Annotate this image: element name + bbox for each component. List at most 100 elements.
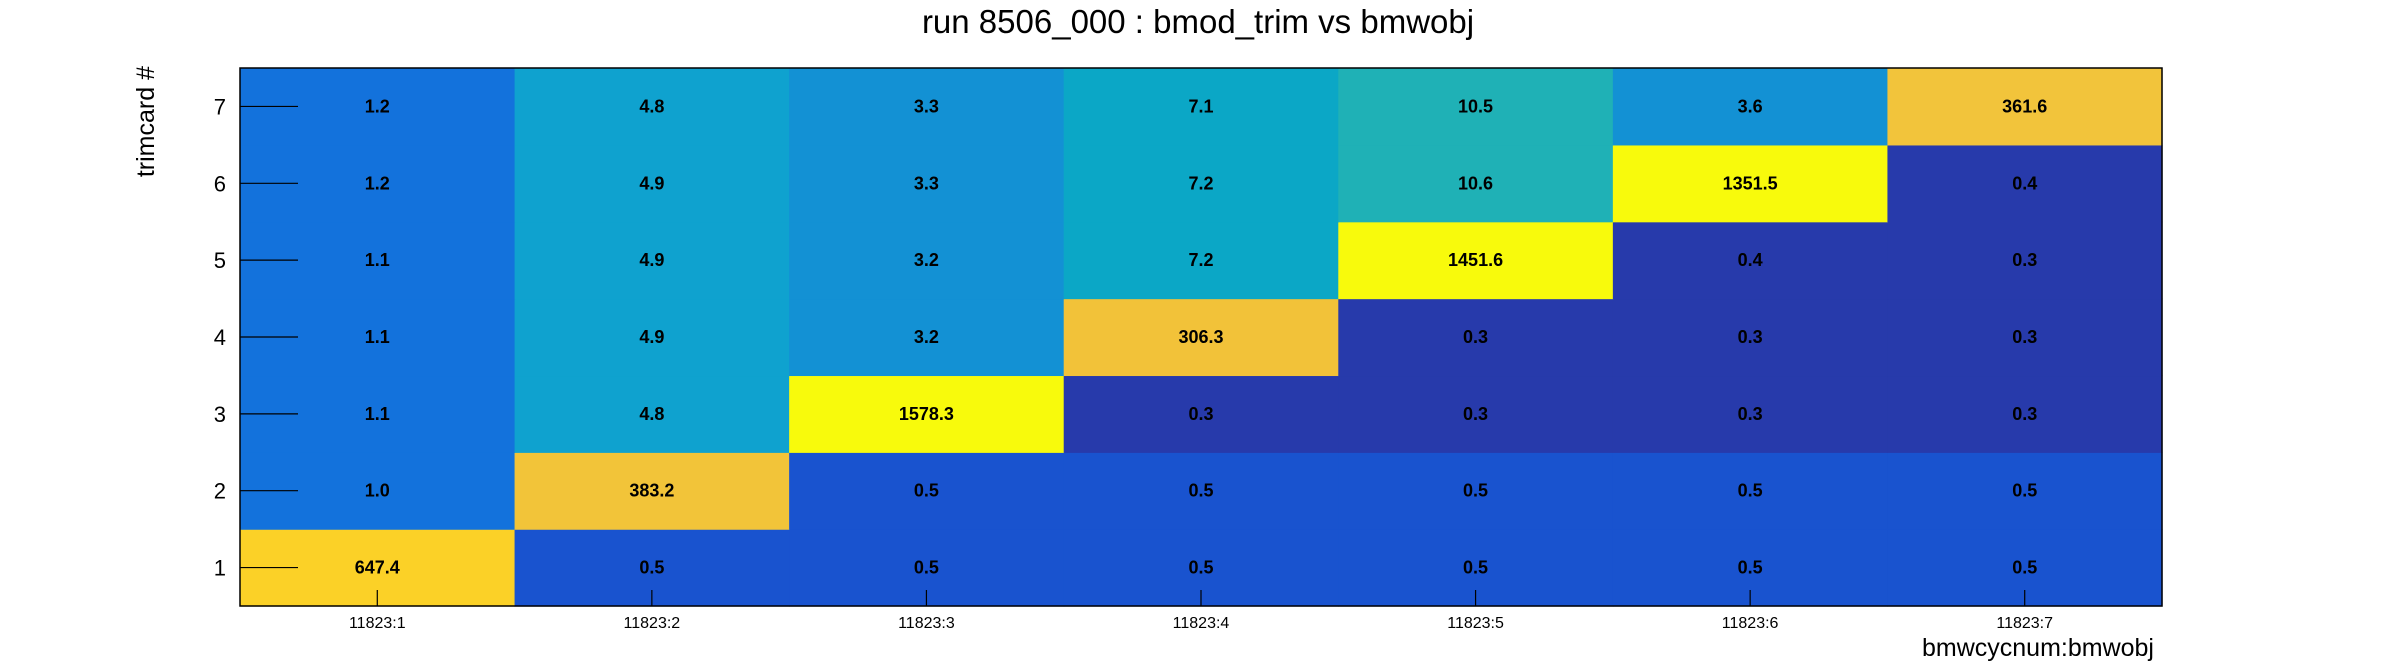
cell-value-label: 0.5	[1463, 558, 1488, 578]
heatmap-cell	[1338, 144, 1614, 223]
cell-value-label: 0.5	[1188, 481, 1213, 501]
heatmap-cell	[1612, 68, 1889, 146]
heatmap-cell	[1338, 68, 1614, 146]
cell-value-label: 0.5	[1188, 558, 1213, 578]
heatmap-cell	[1612, 144, 1889, 223]
cell-value-label: 4.9	[639, 173, 664, 193]
x-tick-label: 11823:6	[1722, 615, 1779, 632]
heatmap-cell	[789, 298, 1065, 377]
x-tick-label: 11823:5	[1447, 615, 1504, 632]
cell-value-label: 0.3	[1738, 327, 1763, 347]
cell-value-label: 10.5	[1458, 96, 1493, 116]
cell-value-label: 0.5	[1463, 481, 1488, 501]
cell-value-label: 0.5	[639, 558, 664, 578]
heatmap-cell	[1887, 68, 2163, 146]
heatmap-cell	[1338, 298, 1614, 377]
cell-value-label: 4.8	[639, 96, 664, 116]
heatmap-cell	[514, 375, 790, 453]
axis-ticks: 1 2 3 4 5 6 7 11823:1 11823:2 11823:3 11823:4 11823…	[214, 94, 2053, 632]
cell-value-label: 0.5	[1738, 481, 1763, 501]
heatmap-cell	[1063, 68, 1339, 146]
y-tick-label: 3	[214, 402, 226, 427]
heatmap-cell	[1063, 144, 1339, 223]
heatmap-cell	[514, 144, 790, 223]
heatmap-cell	[1887, 375, 2163, 453]
cell-value-label: 1451.6	[1448, 250, 1503, 270]
heatmap-cell	[514, 298, 790, 377]
cell-value-label: 0.5	[914, 481, 939, 501]
heatmap-cell	[1887, 144, 2163, 223]
cell-value-label: 0.5	[2012, 558, 2037, 578]
cell-value-label: 361.6	[2002, 96, 2047, 116]
cell-value-label: 3.3	[914, 173, 939, 193]
cell-value-label: 3.6	[1738, 96, 1763, 116]
cell-value-label: 0.3	[2012, 327, 2037, 347]
heatmap-cell	[1338, 375, 1614, 453]
cell-value-label: 4.8	[639, 404, 664, 424]
cell-value-label: 0.5	[1738, 558, 1763, 578]
cell-value-label: 7.2	[1188, 173, 1213, 193]
cell-value-label: 0.3	[1188, 404, 1213, 424]
heatmap-cell	[789, 375, 1065, 453]
y-tick-label: 2	[214, 479, 226, 504]
cell-value-label: 1.2	[365, 173, 390, 193]
y-axis-label: trimcard #	[132, 66, 160, 177]
y-tick-label: 4	[214, 325, 226, 350]
cell-value-label: 1351.5	[1723, 173, 1778, 193]
heatmap-cell	[514, 452, 790, 530]
heatmap-cell	[1063, 298, 1339, 377]
y-tick-label: 7	[214, 94, 226, 119]
heatmap-cell	[1063, 452, 1339, 530]
cell-value-label: 4.9	[639, 250, 664, 270]
cell-value-label: 0.5	[2012, 481, 2037, 501]
y-tick-label: 5	[214, 248, 226, 273]
cell-value-label: 0.3	[1463, 404, 1488, 424]
cell-value-label: 1578.3	[899, 404, 954, 424]
heatmap-cell	[1612, 375, 1889, 453]
x-tick-label: 11823:1	[349, 615, 406, 632]
cell-value-label: 0.5	[914, 558, 939, 578]
heatmap-cell	[514, 221, 790, 300]
cell-value-label: 0.3	[2012, 250, 2037, 270]
cell-value-label: 0.3	[2012, 404, 2037, 424]
heatmap-cells: 647.4 0.5 0.5 0.5 0.5 0.5 0.5 1.0 383.2 0.5 0.5 0.5…	[240, 68, 2163, 607]
heatmap-cell	[789, 68, 1065, 146]
cell-value-label: 7.2	[1188, 250, 1213, 270]
heatmap-cell	[1338, 221, 1614, 300]
cell-value-label: 7.1	[1188, 96, 1213, 116]
cell-value-label: 1.1	[365, 327, 390, 347]
chart-title: run 8506_000 : bmod_trim vs bmwobj	[922, 3, 1474, 40]
cell-value-label: 1.1	[365, 404, 390, 424]
x-axis-label: bmwcycnum:bmwobj	[1922, 634, 2154, 662]
heatmap-cell	[1887, 221, 2163, 300]
heatmap-cell	[1338, 452, 1614, 530]
cell-value-label: 1.2	[365, 96, 390, 116]
heatmap-cell	[514, 68, 790, 146]
x-tick-label: 11823:7	[1996, 615, 2053, 632]
heatmap-cell	[1887, 452, 2163, 530]
heatmap-cell	[1063, 375, 1339, 453]
cell-value-label: 0.3	[1463, 327, 1488, 347]
cell-value-label: 647.4	[355, 558, 400, 578]
cell-value-label: 306.3	[1178, 327, 1223, 347]
cell-value-label: 1.0	[365, 481, 390, 501]
x-tick-label: 11823:3	[898, 615, 955, 632]
heatmap-cell	[789, 452, 1065, 530]
x-tick-label: 11823:4	[1173, 615, 1230, 632]
cell-value-label: 3.2	[914, 327, 939, 347]
cell-value-label: 0.4	[2012, 173, 2037, 193]
x-tick-label: 11823:2	[624, 615, 681, 632]
heatmap-cell	[1612, 221, 1889, 300]
heatmap-cell	[1612, 452, 1889, 530]
heatmap-cell	[789, 144, 1065, 223]
cell-value-label: 10.6	[1458, 173, 1493, 193]
cell-value-label: 0.4	[1738, 250, 1763, 270]
heatmap-cell	[1063, 221, 1339, 300]
heatmap-cell	[1887, 298, 2163, 377]
cell-value-label: 1.1	[365, 250, 390, 270]
cell-value-label: 383.2	[629, 481, 674, 501]
cell-value-label: 3.2	[914, 250, 939, 270]
y-tick-label: 6	[214, 171, 226, 196]
cell-value-label: 0.3	[1738, 404, 1763, 424]
